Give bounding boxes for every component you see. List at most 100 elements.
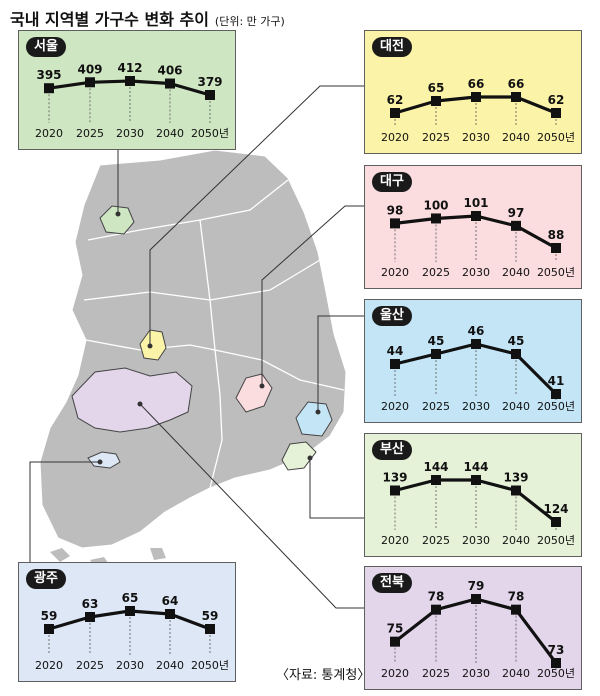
ulsan-data-label-3: 45 bbox=[508, 334, 525, 348]
daejeon-data-label-3: 66 bbox=[508, 77, 525, 91]
daejeon-line-chart: 62 65 66 66 62 2020 2025 2030 2040 2050년 bbox=[381, 77, 575, 144]
daegu-x-tick-3: 2040 bbox=[502, 266, 530, 279]
ulsan-region-label: 울산 bbox=[372, 306, 412, 326]
gwangju-data-label-3: 64 bbox=[162, 594, 179, 608]
seoul-region bbox=[99, 205, 135, 235]
gwangju-data-label-1: 63 bbox=[82, 597, 99, 611]
leader-lines bbox=[29, 85, 364, 609]
gwangju-region-label: 광주 bbox=[26, 569, 66, 589]
ulsan-data-label-2: 46 bbox=[468, 324, 485, 338]
small-island-1 bbox=[50, 548, 70, 562]
busan-x-tick-0: 2020 bbox=[381, 534, 409, 547]
seoul-point-0 bbox=[44, 83, 54, 94]
daegu-data-label-0: 98 bbox=[387, 203, 404, 217]
daejeon-data-label-4: 62 bbox=[548, 93, 565, 107]
jeonbuk-point-4 bbox=[551, 658, 561, 668]
ulsan-data-label-4: 41 bbox=[548, 374, 565, 388]
seoul-data-label-4: 379 bbox=[197, 75, 222, 89]
gwangju-x-tick-2: 2030 bbox=[116, 659, 144, 672]
busan-region-label: 부산 bbox=[372, 440, 412, 460]
seoul-point-4 bbox=[205, 90, 215, 100]
seoul-point-3 bbox=[165, 78, 175, 89]
jeonbuk-data-label-1: 78 bbox=[428, 590, 445, 604]
daegu-region-label: 대구 bbox=[372, 172, 412, 192]
panel-ulsan: 울산 44 45 46 45 41 2020 2025 2030 2040 2050년 bbox=[364, 299, 582, 423]
seoul-point-1 bbox=[85, 77, 95, 88]
ulsan-x-tick-3: 2040 bbox=[502, 400, 530, 413]
gwangju-x-tick-0: 2020 bbox=[35, 659, 63, 672]
jeonbuk-point-3 bbox=[511, 604, 521, 615]
gwangju-x-tick-1: 2025 bbox=[76, 659, 104, 672]
busan-x-tick-1: 2025 bbox=[422, 534, 450, 547]
gwangju-data-label-2: 65 bbox=[122, 591, 139, 605]
title-text: 국내 지역별 가구수 변화 추이 bbox=[10, 10, 209, 29]
jeonbuk-data-label-0: 75 bbox=[387, 622, 404, 636]
busan-point-2 bbox=[471, 475, 481, 485]
busan-point-3 bbox=[511, 485, 521, 496]
busan-data-label-4: 124 bbox=[543, 502, 568, 516]
ulsan-point-3 bbox=[511, 349, 521, 359]
jeonbuk-point-0 bbox=[390, 636, 400, 647]
jeonbuk-data-label-4: 73 bbox=[548, 643, 565, 657]
daejeon-x-tick-0: 2020 bbox=[381, 131, 409, 144]
daegu-region bbox=[235, 373, 273, 413]
busan-x-tick-4: 2050년 bbox=[537, 534, 575, 547]
panel-busan: 부산 139 144 144 139 124 2020 2025 2030 2040 2050년 bbox=[364, 433, 582, 557]
small-island-3 bbox=[150, 548, 166, 560]
daegu-x-tick-4: 2050년 bbox=[537, 266, 575, 279]
unit-label: (단위: 만 가구) bbox=[214, 15, 285, 28]
seoul-x-tick-3: 2040 bbox=[156, 127, 184, 140]
daejeon-point-1 bbox=[431, 96, 441, 106]
busan-series-line bbox=[394, 478, 557, 524]
ulsan-x-tick-0: 2020 bbox=[381, 400, 409, 413]
daegu-data-label-3: 97 bbox=[508, 206, 525, 220]
jeonbuk-line-chart: 75 78 79 78 73 2020 2025 2030 2040 2050년 bbox=[381, 579, 575, 680]
busan-point-4 bbox=[551, 517, 561, 527]
jeonbuk-series-line bbox=[394, 597, 558, 664]
ulsan-point-0 bbox=[390, 359, 400, 369]
ulsan-data-label-0: 44 bbox=[387, 344, 404, 358]
panel-daejeon: 대전 62 65 66 66 62 2020 2025 2030 2040 2050년 bbox=[364, 30, 582, 154]
daegu-point-3 bbox=[511, 220, 521, 231]
mainland-shape bbox=[39, 149, 347, 549]
daegu-point-0 bbox=[390, 218, 400, 229]
daejeon-point-3 bbox=[511, 92, 521, 102]
daejeon-data-label-0: 62 bbox=[387, 93, 404, 107]
gwangju-x-tick-3: 2040 bbox=[156, 659, 184, 672]
jeonbuk-x-tick-2: 2030 bbox=[462, 667, 490, 680]
ulsan-x-tick-4: 2050년 bbox=[537, 400, 575, 413]
seoul-point-2 bbox=[125, 76, 135, 86]
panel-gwangju: 광주 59 63 65 64 59 2020 2025 2030 2040 2050년 bbox=[18, 562, 236, 682]
seoul-x-tick-2: 2030 bbox=[116, 127, 144, 140]
jeonbuk-x-tick-4: 2050년 bbox=[537, 667, 575, 680]
ulsan-x-tick-1: 2025 bbox=[422, 400, 450, 413]
busan-point-1 bbox=[431, 475, 441, 485]
gwangju-data-label-0: 59 bbox=[41, 609, 58, 623]
daegu-line-chart: 98 100 101 97 88 2020 2025 2030 2040 2050년 bbox=[381, 196, 575, 279]
seoul-data-label-0: 395 bbox=[36, 68, 61, 82]
busan-x-tick-3: 2040 bbox=[502, 534, 530, 547]
daejeon-data-label-1: 65 bbox=[428, 81, 445, 95]
seoul-data-label-2: 412 bbox=[117, 61, 142, 75]
jeonbuk-x-tick-3: 2040 bbox=[502, 667, 530, 680]
daegu-x-tick-1: 2025 bbox=[422, 266, 450, 279]
jeonbuk-data-label-3: 78 bbox=[508, 590, 525, 604]
gwangju-point-0 bbox=[44, 624, 54, 634]
ulsan-point-2 bbox=[471, 339, 481, 349]
daegu-data-label-1: 100 bbox=[423, 198, 448, 212]
busan-data-label-1: 144 bbox=[423, 460, 448, 474]
gwangju-line-chart: 59 63 65 64 59 2020 2025 2030 2040 2050년 bbox=[35, 591, 229, 672]
busan-data-label-0: 139 bbox=[382, 471, 407, 485]
daegu-point-2 bbox=[471, 211, 481, 221]
seoul-x-tick-4: 2050년 bbox=[191, 127, 229, 140]
daejeon-x-tick-1: 2025 bbox=[422, 131, 450, 144]
seoul-x-tick-1: 2025 bbox=[76, 127, 104, 140]
daegu-point-1 bbox=[431, 213, 441, 224]
panel-daegu: 대구 98 100 101 97 88 2020 2025 2030 2040 2050년 bbox=[364, 165, 582, 289]
seoul-data-label-1: 409 bbox=[77, 62, 102, 76]
panel-jeonbuk: 전북 75 78 79 78 73 2020 2025 2030 2040 2050년 bbox=[364, 566, 582, 690]
ulsan-point-4 bbox=[551, 389, 561, 399]
gwangju-data-label-4: 59 bbox=[202, 609, 219, 623]
